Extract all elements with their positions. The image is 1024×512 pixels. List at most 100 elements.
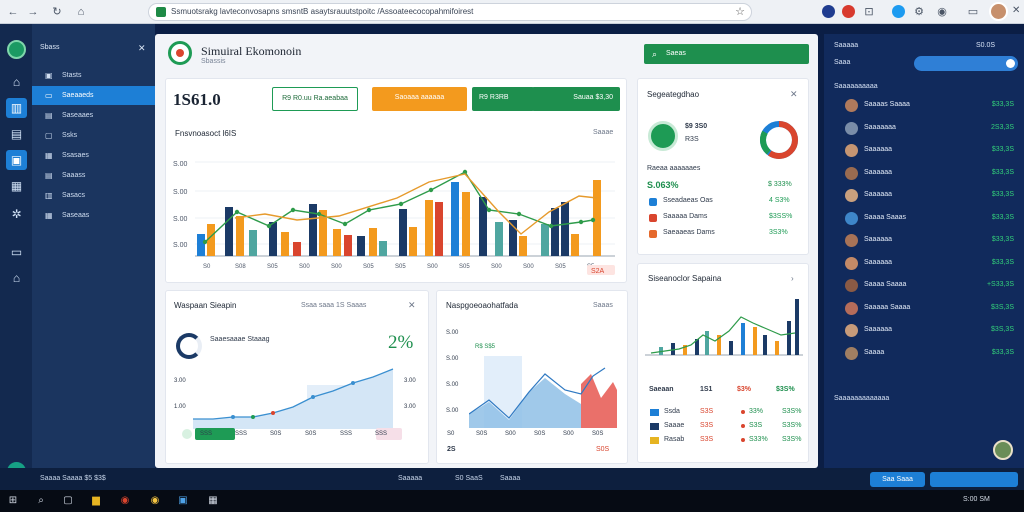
home-icon[interactable]: ⌂ xyxy=(77,6,85,18)
task-view-icon[interactable]: ▢ xyxy=(63,495,73,506)
chart-bar xyxy=(319,210,327,256)
settings-icon[interactable]: ⚙ xyxy=(914,6,924,18)
list-item[interactable]: Saaaaaa $33,3S xyxy=(824,141,1024,161)
settings-icon[interactable]: ✲ xyxy=(11,207,22,221)
sidebar-item[interactable]: ▦ Saseaas xyxy=(32,206,155,225)
bar-line-chart: S.00 S.00 S.00 S.00 S0 S08 S05 S00 S00 S05 S05… xyxy=(173,161,615,275)
lock-icon xyxy=(156,7,166,17)
chart-bar xyxy=(281,232,289,256)
person-value: +S33,3S xyxy=(986,281,1014,288)
list-item[interactable]: Saaaaaa $33,3S xyxy=(824,254,1024,274)
status-input[interactable] xyxy=(930,472,1018,487)
avatar xyxy=(845,301,858,315)
legend-icon xyxy=(650,409,659,416)
avatar xyxy=(845,121,858,135)
app-icon[interactable]: ▦ xyxy=(208,495,218,506)
status-item[interactable]: Saaaaa xyxy=(398,475,423,482)
list-item[interactable]: Saaaaaa $3S,3S xyxy=(824,321,1024,341)
spend-row-c: S3S% xyxy=(782,422,802,429)
dashboard-icon[interactable]: ▣ xyxy=(6,150,27,170)
right-panel-title-right: S0.0S xyxy=(976,42,996,49)
spend-bar xyxy=(775,341,779,355)
app-icon[interactable]: ▣ xyxy=(178,495,188,506)
sidebar-item[interactable]: ▤ Saaass xyxy=(32,166,155,185)
search-button[interactable]: ⌕ Saeas xyxy=(644,44,809,64)
toggle-icon[interactable] xyxy=(182,429,192,439)
list-item[interactable]: Saaaaaa $33,3S xyxy=(824,186,1024,206)
close-icon[interactable]: ✕ xyxy=(138,43,146,53)
close-icon[interactable]: ✕ xyxy=(790,89,798,99)
start-icon[interactable]: ⊞ xyxy=(8,495,18,506)
search-icon[interactable]: ⌕ xyxy=(38,495,44,506)
forward-icon[interactable]: → xyxy=(27,6,39,18)
chart-icon[interactable]: ⌂ xyxy=(12,75,21,89)
extension-icon[interactable] xyxy=(822,5,835,18)
app-logo[interactable] xyxy=(7,40,26,59)
folder-icon[interactable]: ▆ xyxy=(92,495,100,506)
avatar[interactable] xyxy=(993,440,1013,460)
extension-icon[interactable]: ⊡ xyxy=(864,6,874,18)
list-item[interactable]: Saaaa Saaaa +S33,3S xyxy=(824,276,1024,296)
spend-row-c: S3S% xyxy=(782,408,802,415)
window-icon[interactable]: ▭ xyxy=(10,245,23,259)
chart-bar xyxy=(197,234,205,256)
comparison-bottom-right: S0S xyxy=(596,446,610,453)
sidebar-item[interactable]: ▦ Ssasaes xyxy=(32,146,155,165)
green-pill-a[interactable]: R9 R3RB xyxy=(472,87,534,111)
list-item[interactable]: Saaaaaa $33,3S xyxy=(824,231,1024,251)
home-icon[interactable]: ⌂ xyxy=(12,271,21,285)
status-left-text: Saaaa Saaaa $5 $3$ xyxy=(40,475,106,482)
profile-avatar[interactable] xyxy=(989,2,1008,21)
green-pill-b[interactable]: Sauaa $3,30 xyxy=(532,87,620,111)
chevron-icon[interactable]: › xyxy=(791,274,794,283)
close-icon[interactable]: ✕ xyxy=(1012,5,1021,16)
list-item[interactable]: Saaaa $33,3S xyxy=(824,344,1024,364)
sidebar-item[interactable]: ▥ Sasacs xyxy=(32,186,155,205)
sidebar-item[interactable]: ▤ Saseaaes xyxy=(32,106,155,125)
sidebar-item[interactable]: ▭ Saeaaeds xyxy=(32,86,155,105)
orange-pill-button[interactable]: Saoaaa aaaaaa xyxy=(372,87,467,111)
status-action-button[interactable]: Saa Saaa xyxy=(870,472,925,487)
address-bar[interactable]: Ssmuotsrakg lavteconvosapns smsntB asayt… xyxy=(148,3,752,21)
reload-icon[interactable]: ↻ xyxy=(52,6,62,18)
close-icon[interactable]: ✕ xyxy=(408,300,416,310)
list-item[interactable]: Saaaaa Saaaa $3S,3S xyxy=(824,299,1024,319)
gauge-card xyxy=(637,78,809,255)
list-item[interactable]: Saaaas Saaaa $33,3S xyxy=(824,96,1024,116)
star-icon[interactable]: ☆ xyxy=(735,6,745,18)
extension-icon[interactable]: ◉ xyxy=(937,6,947,18)
bird-icon[interactable] xyxy=(892,5,905,18)
back-icon[interactable]: ← xyxy=(7,6,19,18)
sidebar-item[interactable]: ▢ Ssks xyxy=(32,126,155,145)
url-text[interactable]: Ssmuotsrakg lavteconvosapns smsntB asayt… xyxy=(171,7,474,16)
toggle-switch[interactable] xyxy=(914,56,1018,71)
briefcase-icon[interactable]: ▤ xyxy=(10,127,23,141)
right-panel-footer: Saaaaaaaaaaaaa xyxy=(834,395,890,402)
filter-pill[interactable]: R9 R0.uu Ra.aeabaa xyxy=(272,87,358,111)
list-item[interactable]: Saaaa Saaas $33,3S xyxy=(824,209,1024,229)
right-panel: Saaaaa S0.0S Saaa Saaaaaaaaaa Saaaas Saa… xyxy=(824,34,1024,468)
analytics-icon[interactable]: ▥ xyxy=(6,98,27,118)
comparison-line xyxy=(469,367,606,419)
list-item[interactable]: Saaaaaaa 2S3,3S xyxy=(824,119,1024,139)
legend-icon xyxy=(649,198,657,206)
list-item[interactable]: Saaaaaa $33,3S xyxy=(824,164,1024,184)
range-highlight-green[interactable] xyxy=(195,428,235,440)
status-item[interactable]: Saaaa xyxy=(500,475,521,482)
x-tick-label: S0S xyxy=(305,431,317,437)
browser-icon[interactable]: ◉ xyxy=(120,495,130,506)
gauge-row-value: $3SS% xyxy=(769,213,793,220)
window-icon[interactable]: ▭ xyxy=(967,6,979,18)
sidebar-item[interactable]: ▣ Stasts xyxy=(32,66,155,85)
search-label: Saeas xyxy=(666,50,686,57)
chrome-icon[interactable]: ◉ xyxy=(150,495,160,506)
legend-icon xyxy=(650,423,659,430)
building-icon[interactable]: ▦ xyxy=(10,179,23,193)
spend-card-title: Siseanoclor Sapaina xyxy=(648,274,722,283)
main-chart-note[interactable]: Saaae xyxy=(593,129,614,136)
x-tick-label: S05 xyxy=(267,264,278,270)
range-highlight-pink[interactable] xyxy=(376,428,402,440)
extension-icon[interactable] xyxy=(842,5,855,18)
status-item[interactable]: S0 SaaS xyxy=(455,475,483,482)
x-tick-label: S08 xyxy=(235,264,246,270)
